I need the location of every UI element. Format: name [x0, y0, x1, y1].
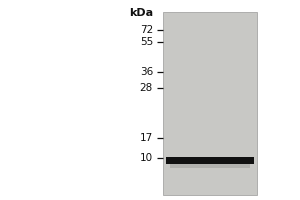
- Bar: [166, 156, 254, 164]
- Text: 10: 10: [140, 153, 153, 163]
- Bar: [163, 12, 257, 195]
- Text: 28: 28: [140, 83, 153, 93]
- Text: kDa: kDa: [129, 8, 153, 18]
- Text: 72: 72: [140, 25, 153, 35]
- Bar: [170, 164, 250, 168]
- Text: 17: 17: [140, 133, 153, 143]
- Text: 55: 55: [140, 37, 153, 47]
- Text: 36: 36: [140, 67, 153, 77]
